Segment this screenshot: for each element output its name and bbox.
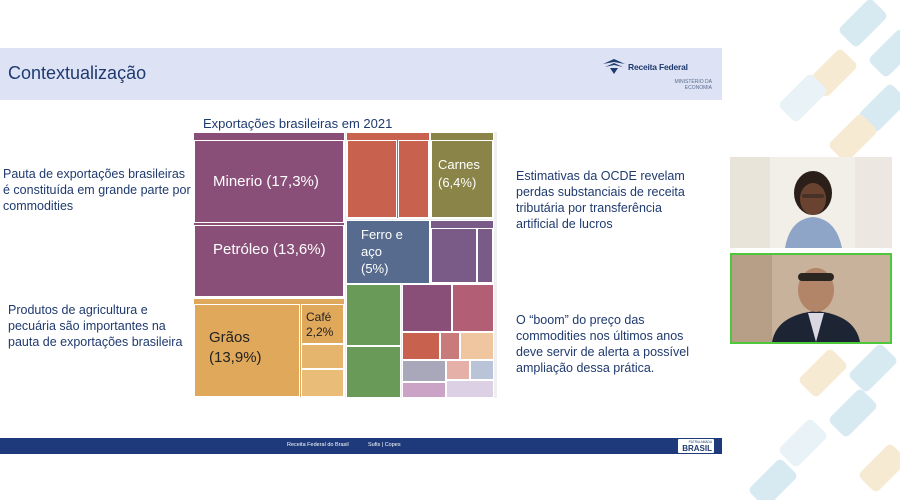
treemap-cell-red-2 (398, 140, 429, 218)
footer-org: Receita Federal do Brasil (287, 442, 349, 448)
treemap-cell-grey-1 (402, 360, 446, 382)
treemap-cell-machinery-2 (477, 228, 493, 283)
treemap-cell-peach (460, 332, 494, 360)
text-agriculture: Produtos de agricultura e pecuária são i… (8, 303, 183, 349)
treemap-cell-graos (194, 304, 300, 397)
text-commodities-boom: O “boom” do preço das commodities nos úl… (516, 313, 690, 375)
treemap-cell-pink-1 (452, 284, 494, 332)
footer-dept: Sufis | Copes (368, 442, 401, 448)
treemap-cell-ferro-aco (346, 220, 430, 284)
treemap-cell-red-small-1 (402, 332, 440, 360)
background-pattern (720, 0, 900, 500)
treemap-cell-purple-small-1 (402, 284, 452, 332)
slide-footer: Receita Federal do Brasil Sufis | Copes … (0, 438, 722, 454)
treemap-cell-cafe (301, 304, 344, 344)
slide-title: Contextualização (8, 63, 147, 83)
treemap-cell-petroleo (194, 225, 344, 297)
treemap-cell-green-2 (346, 346, 401, 398)
brasil-logo: PÁTRIA AMADA BRASIL (678, 439, 714, 453)
participant-man-avatar (732, 255, 890, 342)
treemap-cell-pink-2 (446, 360, 470, 380)
label-graos: Grãos (13,9%) (209, 329, 262, 366)
treemap-cell-lilac (402, 382, 446, 398)
text-ocde: Estimativas da OCDE revelam perdas subst… (516, 169, 685, 231)
treemap-cell-light (446, 380, 494, 398)
treemap-cell-minerio (194, 140, 344, 223)
exports-treemap: Minerio (17,3%) Petróleo (13,6%) Grãos (… (193, 132, 497, 398)
treemap-cell-carnes (431, 140, 493, 218)
chart-title: Exportações brasileiras em 2021 (203, 116, 393, 131)
eagle-icon (603, 59, 625, 74)
label-ferro-aco: Ferro e aço (5%) (361, 227, 403, 276)
treemap-cell-orange-small-2 (301, 369, 344, 397)
presentation-slide: Contextualização Receita Federal MINISTÉ… (0, 48, 722, 456)
text-exports-commodities: Pauta de exportações brasileiras é const… (3, 167, 191, 213)
label-carnes: Carnes (6,4%) (438, 157, 480, 190)
participant-video-woman[interactable] (730, 157, 892, 248)
label-petroleo: Petróleo (13,6%) (213, 241, 326, 258)
participant-video-man[interactable] (730, 253, 892, 344)
label-cafe: Café 2,2% (306, 310, 334, 339)
ministry-label: MINISTÉRIO DA ECONOMIA (674, 79, 712, 91)
label-minerio: Minerio (17,3%) (213, 173, 319, 190)
treemap-cell-red-small-2 (440, 332, 460, 360)
treemap-cell-blue-light (470, 360, 494, 380)
receita-federal-logo: Receita Federal MINISTÉRIO DA ECONOMIA (602, 54, 712, 98)
slide-header: Contextualização Receita Federal MINISTÉ… (0, 48, 722, 100)
logo-name: Receita Federal (628, 62, 688, 72)
participant-woman-avatar (730, 157, 892, 248)
treemap-cell-red-1 (347, 140, 397, 218)
treemap-cell-orange-small-1 (301, 344, 344, 369)
treemap-cell-machinery-1 (431, 228, 477, 283)
treemap-cell-green-1 (346, 284, 401, 346)
